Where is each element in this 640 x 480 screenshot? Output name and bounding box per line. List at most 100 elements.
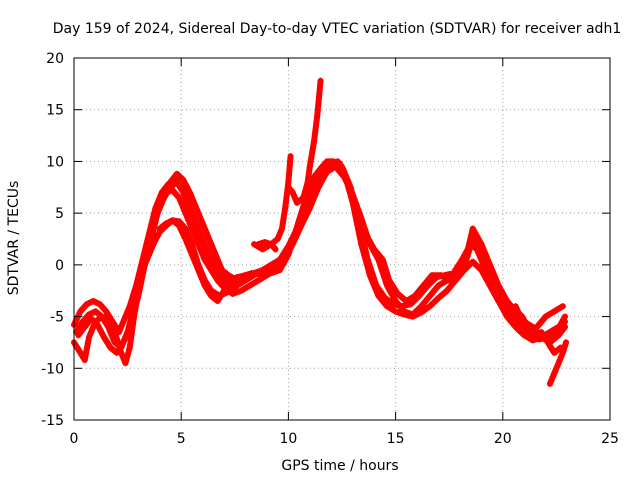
- series-arc-11: [512, 303, 564, 356]
- data-point: [150, 241, 157, 248]
- data-point: [315, 177, 322, 184]
- data-point: [349, 191, 356, 198]
- data-point: [92, 318, 99, 325]
- data-point: [403, 298, 410, 305]
- data-point: [328, 162, 335, 169]
- data-point: [437, 272, 444, 279]
- data-point: [341, 173, 348, 180]
- data-point: [169, 187, 176, 194]
- data-point: [212, 251, 219, 258]
- data-point: [208, 267, 215, 274]
- data-point: [375, 292, 382, 299]
- data-point: [81, 357, 88, 364]
- data-point: [469, 225, 476, 232]
- y-tick-label: 10: [46, 154, 64, 170]
- data-point: [418, 309, 425, 316]
- data-point: [96, 301, 103, 308]
- data-point: [555, 323, 562, 330]
- data-point: [493, 287, 500, 294]
- data-point: [156, 225, 163, 232]
- data-point: [182, 225, 189, 232]
- data-point: [426, 303, 433, 310]
- y-tick-label: -15: [41, 413, 64, 429]
- data-point: [531, 336, 538, 343]
- data-point: [293, 199, 300, 206]
- data-point: [366, 241, 373, 248]
- data-points: [71, 77, 570, 387]
- data-point: [559, 349, 566, 356]
- data-point: [173, 179, 180, 186]
- data-point: [208, 287, 215, 294]
- data-point: [92, 308, 99, 315]
- data-point: [77, 308, 84, 315]
- x-tick-label: 25: [601, 431, 619, 447]
- data-point: [180, 177, 187, 184]
- data-point: [454, 267, 461, 274]
- data-point: [345, 179, 352, 186]
- data-point: [135, 287, 142, 294]
- data-point: [88, 315, 95, 322]
- data-point: [242, 272, 249, 279]
- data-point: [176, 194, 183, 201]
- data-point: [178, 184, 185, 191]
- data-point: [176, 222, 183, 229]
- data-point: [287, 153, 294, 160]
- data-point: [188, 241, 195, 248]
- data-point: [122, 360, 129, 367]
- data-point: [285, 243, 292, 250]
- data-point: [105, 323, 112, 330]
- data-point: [407, 301, 414, 308]
- data-point: [128, 318, 135, 325]
- data-point: [298, 222, 305, 229]
- data-point: [559, 303, 566, 310]
- data-point: [195, 261, 202, 268]
- data-point: [392, 298, 399, 305]
- data-point: [214, 277, 221, 284]
- data-point: [206, 251, 213, 258]
- data-point: [298, 215, 305, 222]
- data-point: [474, 246, 481, 253]
- data-point: [553, 329, 560, 336]
- x-axis-label: GPS time / hours: [281, 458, 398, 474]
- y-tick-label: 15: [46, 103, 64, 119]
- data-point: [435, 282, 442, 289]
- x-tick-label: 10: [279, 431, 297, 447]
- data-point: [373, 282, 380, 289]
- data-point: [486, 261, 493, 268]
- data-point: [184, 199, 191, 206]
- y-tick-label: -5: [50, 310, 64, 326]
- data-point: [319, 170, 326, 177]
- data-point: [317, 165, 324, 172]
- data-point: [341, 168, 348, 175]
- data-point: [272, 246, 279, 253]
- data-point: [133, 282, 140, 289]
- data-point: [201, 282, 208, 289]
- data-point: [118, 344, 125, 351]
- data-point: [238, 287, 245, 294]
- data-point: [251, 241, 258, 248]
- data-point: [358, 241, 365, 248]
- data-point: [467, 241, 474, 248]
- data-point: [107, 344, 114, 351]
- data-point: [191, 215, 198, 222]
- data-point: [120, 318, 127, 325]
- data-point: [356, 220, 363, 227]
- data-point: [126, 344, 133, 351]
- data-point: [557, 344, 564, 351]
- data-point: [401, 308, 408, 315]
- data-point: [261, 239, 268, 246]
- y-tick-label: 0: [55, 258, 64, 274]
- data-point: [461, 261, 468, 268]
- data-point: [212, 261, 219, 268]
- data-point: [195, 267, 202, 274]
- data-point: [394, 290, 401, 297]
- x-tick-label: 0: [70, 431, 79, 447]
- data-point: [349, 199, 356, 206]
- data-point: [525, 332, 532, 339]
- data-point: [317, 77, 324, 84]
- data-point: [364, 256, 371, 263]
- data-point: [433, 274, 440, 281]
- data-point: [77, 349, 84, 356]
- series-arc-5: [148, 170, 255, 284]
- data-point: [409, 311, 416, 318]
